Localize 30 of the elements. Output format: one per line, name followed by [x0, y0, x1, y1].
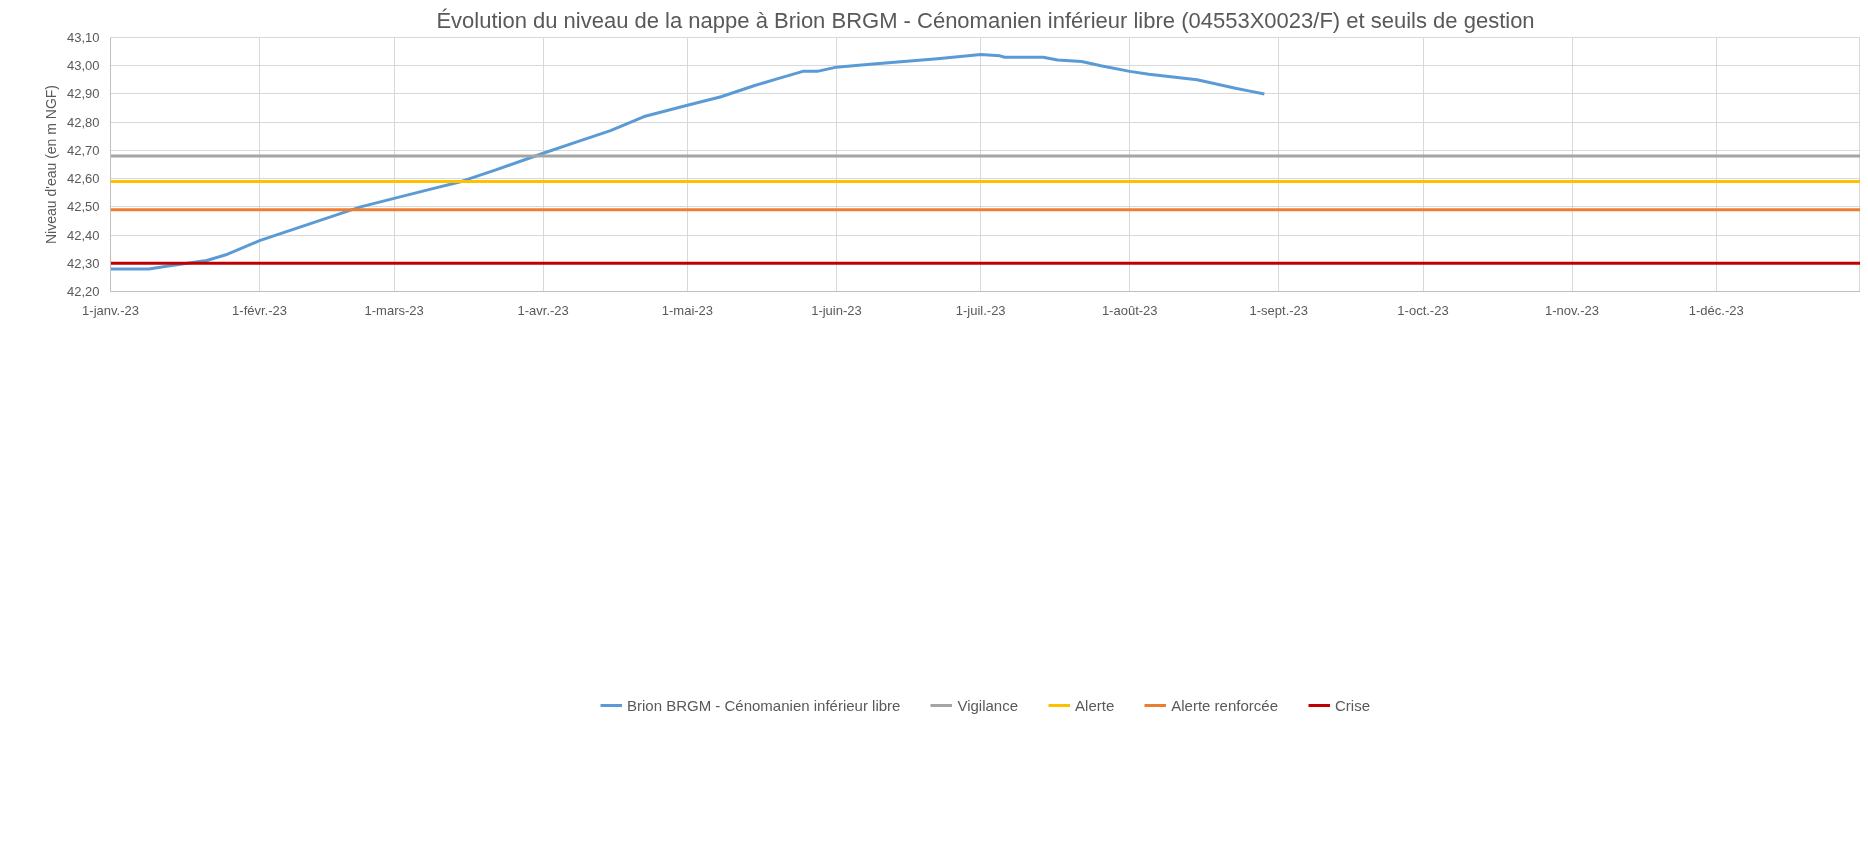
- x-tick-label: 1-mars-23: [364, 302, 424, 318]
- y-axis-title: Niveau d'eau (en m NGF): [42, 84, 59, 245]
- x-tick-label: 1-mai-23: [661, 302, 714, 318]
- x-tick-label: 1-juil.-23: [955, 302, 1006, 318]
- y-tick-label: 42,40: [66, 227, 100, 243]
- y-tick-label: 42,60: [66, 171, 100, 187]
- x-tick-label: 1-avr.-23: [517, 302, 569, 318]
- y-tick-label: 42,90: [66, 86, 100, 102]
- x-tick-label: 1-sept.-23: [1249, 302, 1309, 318]
- y-tick-label: 42,70: [66, 142, 100, 158]
- y-tick-label: 43,00: [66, 58, 100, 74]
- x-tick-label: 1-févr.-23: [232, 302, 287, 318]
- x-tick-label: 1-août-23: [1101, 302, 1158, 318]
- x-tick-label: 1-janv.-23: [82, 302, 139, 318]
- y-tick-label: 42,50: [66, 199, 100, 215]
- line-series: [110, 52, 1266, 271]
- x-tick-label: 1-nov.-23: [1545, 302, 1600, 318]
- legend-label: Brion BRGM - Cénomanien inférieur libre: [627, 696, 901, 714]
- legend-label: Alerte: [1075, 696, 1115, 714]
- x-tick-label: 1-oct.-23: [1397, 302, 1449, 318]
- chart-title: Évolution du niveau de la nappe à Brion BRGM - Cénomanien inférieur libre (04553X0023/F) et seuils de gestion: [436, 7, 1535, 33]
- legend-label: Vigilance: [957, 696, 1019, 714]
- y-tick-label: 42,30: [66, 255, 100, 271]
- legend-label: Alerte renforcée: [1171, 696, 1278, 714]
- y-tick-label: 43,10: [66, 30, 100, 45]
- y-tick-label: 42,20: [66, 284, 100, 299]
- x-tick-label: 1-juin-23: [811, 302, 862, 318]
- y-tick-label: 42,80: [66, 114, 100, 130]
- legend-label: Crise: [1334, 696, 1370, 714]
- x-tick-label: 1-déc.-23: [1688, 302, 1744, 318]
